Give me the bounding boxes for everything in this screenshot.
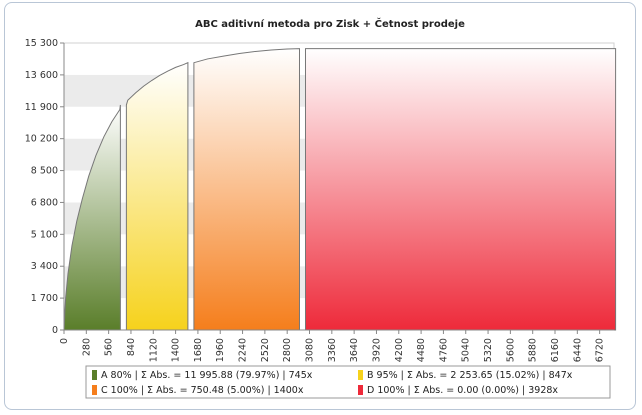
x-tick-label: 6440 (572, 338, 583, 362)
x-tick-label: 4200 (394, 338, 405, 362)
x-tick-label: 3080 (305, 338, 316, 362)
x-tick-label: 1680 (193, 338, 204, 362)
legend-box (85, 365, 611, 399)
x-tick-label: 280 (81, 338, 92, 356)
x-tick-label: 1400 (171, 338, 182, 362)
x-tick-label: 4480 (416, 338, 427, 362)
area-segment-1 (63, 104, 121, 331)
plot-areas (63, 48, 617, 331)
x-axis: 0 280 560 840 1120 1400 1680 1960 2240 2520 2800 30… (59, 329, 614, 362)
legend: A 80% | Σ Abs. = 11 995.88 (79.97%) | 74… (92, 370, 573, 396)
x-tick-label: 5880 (528, 338, 539, 362)
x-tick-label: 3640 (349, 338, 360, 362)
legend-swatch (358, 370, 363, 380)
y-tick-label: 15 300 (25, 38, 58, 49)
y-tick-label: 0 (52, 325, 58, 336)
x-tick-label: 3360 (327, 338, 338, 362)
x-tick-label: 0 (59, 338, 70, 344)
y-tick-label: 1 700 (31, 293, 58, 304)
area-segment-2 (125, 61, 189, 331)
y-tick-label: 13 600 (25, 70, 58, 81)
x-tick-label: 5320 (483, 338, 494, 362)
x-tick-label: 5600 (505, 338, 516, 362)
legend-entry: A 80% | Σ Abs. = 11 995.88 (79.97%) | 74… (101, 370, 313, 381)
x-tick-label: 2800 (282, 338, 293, 362)
x-tick-label: 6160 (550, 338, 561, 362)
x-tick-label: 4760 (438, 338, 449, 362)
area-segment-4 (304, 48, 617, 331)
x-tick-label: 5040 (461, 338, 472, 362)
y-tick-label: 10 200 (25, 134, 58, 145)
legend-swatch (92, 370, 97, 380)
x-tick-label: 2520 (260, 338, 271, 362)
x-tick-label: 840 (126, 338, 137, 356)
x-tick-label: 1120 (148, 338, 159, 362)
chart-title: ABC aditivní metoda pro Zisk + Četnost p… (195, 17, 465, 30)
legend-swatch (358, 385, 363, 395)
legend-entry: B 95% | Σ Abs. = 2 253.65 (15.02%) | 847… (367, 370, 573, 381)
y-tick-label: 3 400 (31, 261, 58, 272)
x-tick-label: 2240 (238, 338, 249, 362)
legend-entry: D 100% | Σ Abs. = 0.00 (0.00%) | 3928x (367, 385, 558, 396)
x-tick-label: 560 (104, 338, 115, 356)
y-tick-label: 8 500 (31, 166, 58, 177)
area-segment-3 (193, 48, 300, 331)
y-axis: 0 1 700 3 400 5 100 6 800 8 500 10 200 11 900 13… (25, 38, 65, 336)
y-tick-label: 6 800 (31, 197, 58, 208)
y-tick-label: 11 900 (25, 102, 58, 113)
x-tick-label: 3920 (371, 338, 382, 362)
y-tick-label: 5 100 (31, 229, 58, 240)
legend-entry: C 100% | Σ Abs. = 750.48 (5.00%) | 1400x (101, 385, 304, 396)
x-tick-label: 1960 (215, 338, 226, 362)
legend-swatch (92, 385, 97, 395)
x-tick-label: 6720 (595, 338, 606, 362)
